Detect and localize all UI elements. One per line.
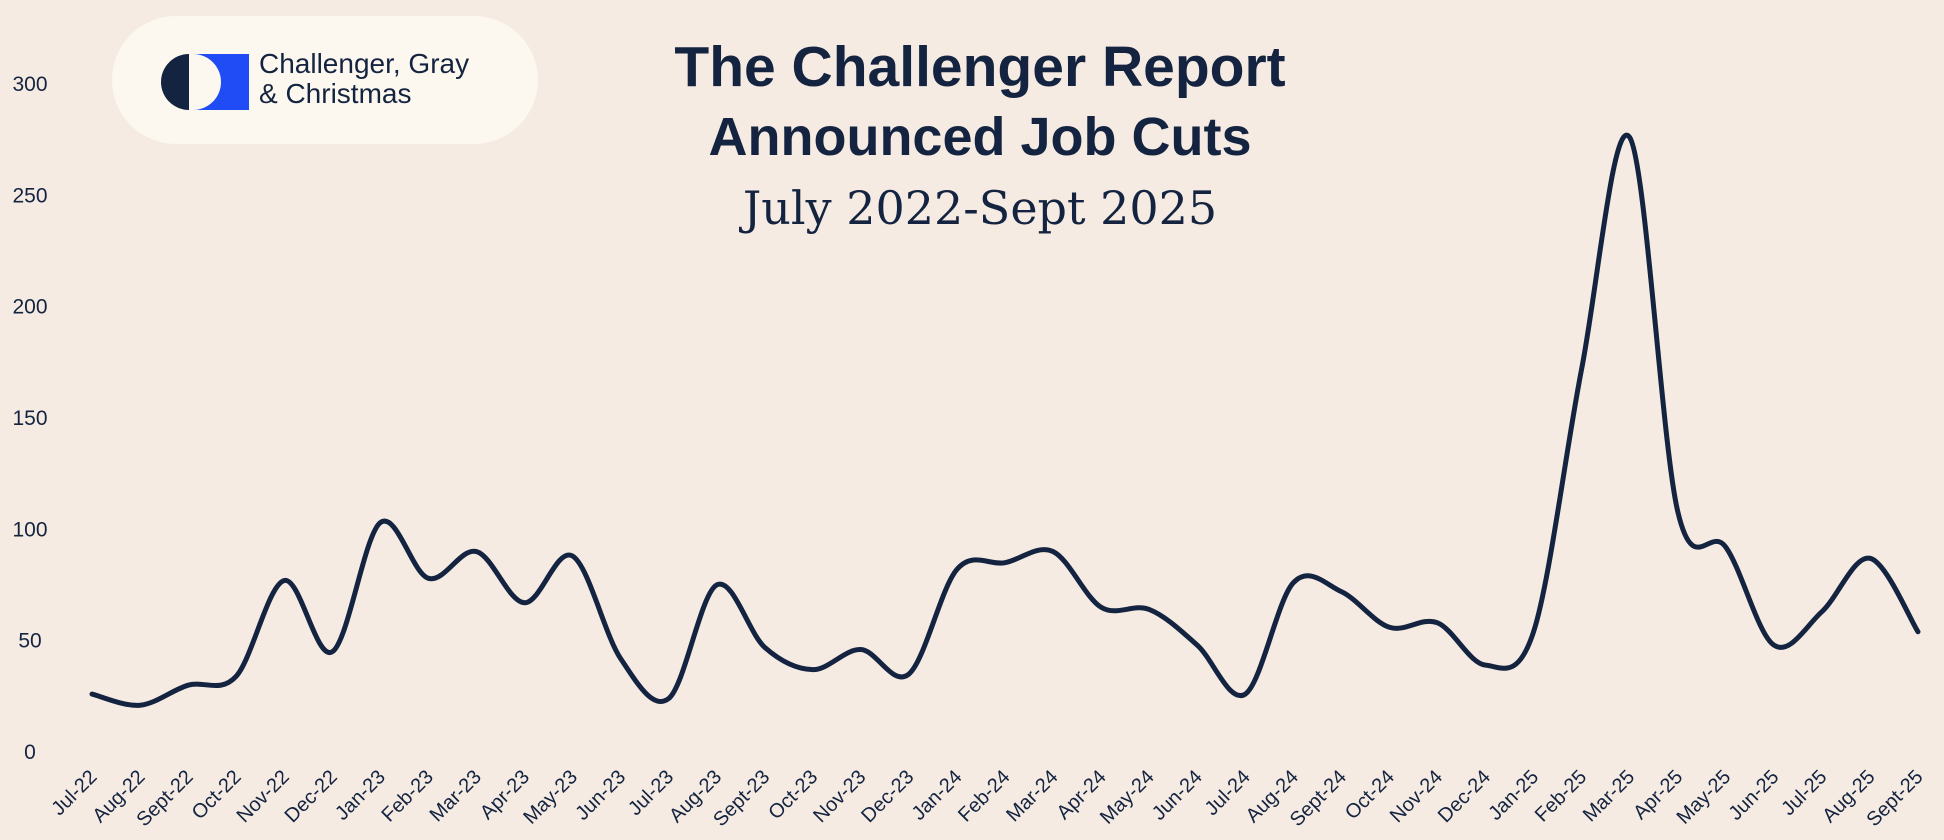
logo-text: Challenger, Gray & Christmas <box>259 49 469 109</box>
x-tick-label: Feb-25 <box>1531 766 1591 826</box>
chart-subtitle: Announced Job Cuts <box>708 107 1252 167</box>
data-point-mar-25 <box>1627 135 1632 140</box>
data-point-apr-25 <box>1675 509 1680 514</box>
data-point-mar-23 <box>474 549 479 554</box>
logo-line-1: Challenger, Gray <box>259 48 470 79</box>
data-point-oct-23 <box>810 667 815 672</box>
x-tick-label: Feb-24 <box>954 766 1014 826</box>
data-point-jun-24 <box>1195 643 1200 648</box>
data-point-oct-22 <box>234 674 239 679</box>
x-tick-label: Jan-23 <box>331 766 390 825</box>
data-point-sept-24 <box>1339 589 1344 594</box>
x-tick-label: Nov-24 <box>1386 766 1447 827</box>
x-axis: Jul-22Aug-22Sept-22Oct-22Nov-22Dec-22Jan… <box>47 766 1927 831</box>
x-tick-label: Mar-23 <box>426 766 486 826</box>
data-point-aug-22 <box>138 703 143 708</box>
y-tick-label: 50 <box>18 630 41 653</box>
y-tick-label: 100 <box>12 518 47 541</box>
x-tick-label: May-24 <box>1096 766 1159 829</box>
data-point-nov-23 <box>858 647 863 652</box>
data-point-jul-25 <box>1819 609 1824 614</box>
x-tick-label: Nov-23 <box>809 766 870 827</box>
data-point-apr-24 <box>1099 605 1104 610</box>
data-point-jan-25 <box>1531 629 1536 634</box>
x-tick-label: Dec-24 <box>1434 766 1495 827</box>
data-point-jul-23 <box>666 696 671 701</box>
y-axis: 0 50 100 150 200 250 300 <box>12 73 47 764</box>
data-point-mar-24 <box>1051 549 1056 554</box>
y-tick-label: 150 <box>12 407 47 430</box>
data-point-feb-23 <box>426 576 431 581</box>
x-tick-label: Mar-25 <box>1579 766 1639 826</box>
x-tick-label: Feb-23 <box>378 766 438 826</box>
date-range: July 2022-Sept 2025 <box>742 181 1218 235</box>
logo-mark-icon <box>161 54 249 110</box>
x-tick-label: May-23 <box>519 766 582 829</box>
data-point-feb-24 <box>1003 560 1008 565</box>
data-point-jan-23 <box>378 520 383 525</box>
data-point-jun-23 <box>618 656 623 661</box>
data-point-dec-22 <box>330 649 335 654</box>
data-point-apr-23 <box>522 600 527 605</box>
data-point-oct-24 <box>1387 625 1392 630</box>
data-point-may-25 <box>1723 545 1728 550</box>
data-point-jul-22 <box>90 692 95 697</box>
x-tick-label: Jun-24 <box>1148 766 1207 825</box>
data-point-nov-24 <box>1435 620 1440 625</box>
y-tick-label: 300 <box>12 73 47 96</box>
x-tick-label: May-25 <box>1673 766 1736 829</box>
chart-title: The Challenger Report <box>674 35 1286 99</box>
x-tick-label: Dec-23 <box>857 766 918 827</box>
data-point-jan-24 <box>954 567 959 572</box>
x-tick-label: Jan-24 <box>908 766 967 825</box>
data-point-aug-25 <box>1867 556 1872 561</box>
data-point-may-24 <box>1147 607 1152 612</box>
data-point-jul-24 <box>1243 692 1248 697</box>
data-point-aug-24 <box>1291 580 1296 585</box>
chart-header: The Challenger Report Announced Job Cuts… <box>560 32 1400 244</box>
data-point-sept-23 <box>762 645 767 650</box>
x-tick-label: Mar-24 <box>1002 766 1062 826</box>
x-tick-label: Jun-23 <box>571 766 630 825</box>
data-point-nov-22 <box>282 578 287 583</box>
y-tick-label: 0 <box>24 741 36 764</box>
data-point-aug-23 <box>714 582 719 587</box>
data-point-may-23 <box>570 554 575 559</box>
x-tick-label: Jun-25 <box>1725 766 1784 825</box>
data-point-sept-25 <box>1916 629 1921 634</box>
data-point-dec-23 <box>906 672 911 677</box>
x-tick-label: Jan-25 <box>1484 766 1543 825</box>
x-tick-label: Nov-22 <box>233 766 294 827</box>
y-tick-label: 250 <box>12 184 47 207</box>
series-line <box>89 132 1921 708</box>
y-tick-label: 200 <box>12 296 47 319</box>
logo-line-2: & Christmas <box>259 78 412 109</box>
data-point-feb-25 <box>1579 366 1584 371</box>
data-point-jun-25 <box>1771 643 1776 648</box>
data-point-sept-22 <box>186 683 191 688</box>
x-tick-label: Dec-22 <box>281 766 342 827</box>
company-logo: Challenger, Gray & Christmas <box>112 16 538 144</box>
data-point-dec-24 <box>1483 663 1488 668</box>
